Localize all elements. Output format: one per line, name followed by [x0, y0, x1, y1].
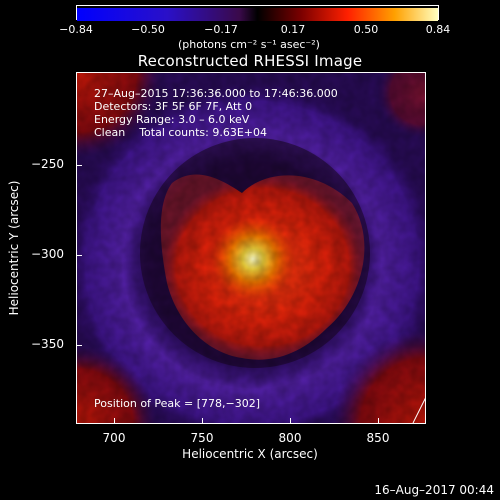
y-tick-label: −250: [31, 157, 64, 171]
x-tick-label: 800: [278, 431, 302, 445]
info-energy-range: Energy Range: 3.0 – 6.0 keV: [94, 113, 250, 126]
y-tickmark: [76, 345, 82, 346]
x-tickmark: [202, 418, 203, 424]
colorbar-tick: 0.50: [353, 23, 379, 36]
x-tickmark: [378, 418, 379, 424]
rhessi-image: 27–Aug–2015 17:36:36.000 to 17:46:36.000…: [76, 72, 426, 424]
info-detectors: Detectors: 3F 5F 6F 7F, Att 0: [94, 100, 253, 113]
colorbar-tick: 0.17: [280, 23, 306, 36]
x-tick-label: 700: [102, 431, 126, 445]
x-tick-label: 850: [366, 431, 390, 445]
y-tickmark: [76, 165, 82, 166]
x-axis-label: Heliocentric X (arcsec): [182, 447, 318, 461]
y-axis-label: Heliocentric Y (arcsec): [7, 180, 21, 316]
colorbar-unit: (photons cm⁻² s⁻¹ asec⁻²): [178, 38, 320, 51]
timestamp: 16–Aug–2017 00:44: [374, 483, 494, 497]
y-tick-label: −350: [31, 337, 64, 351]
page-title: Reconstructed RHESSI Image: [137, 52, 363, 70]
colorbar-gradient: [77, 8, 438, 21]
info-time-range: 27–Aug–2015 17:36:36.000 to 17:46:36.000: [94, 87, 338, 100]
info-peak-position: Position of Peak = [778,−302]: [94, 397, 261, 410]
colorbar-tick: −0.50: [131, 23, 165, 36]
colorbar-tick: −0.84: [59, 23, 93, 36]
colorbar: [76, 5, 439, 21]
colorbar-tick: −0.17: [204, 23, 238, 36]
rhessi-image-graphic: [77, 73, 425, 423]
y-tickmark: [76, 255, 82, 256]
x-tickmark: [114, 418, 115, 424]
y-tick-label: −300: [31, 247, 64, 261]
x-tickmark: [290, 418, 291, 424]
colorbar-tick: 0.84: [425, 23, 451, 36]
info-clean-counts: Clean Total counts: 9.63E+04: [94, 126, 268, 139]
x-tick-label: 750: [190, 431, 214, 445]
